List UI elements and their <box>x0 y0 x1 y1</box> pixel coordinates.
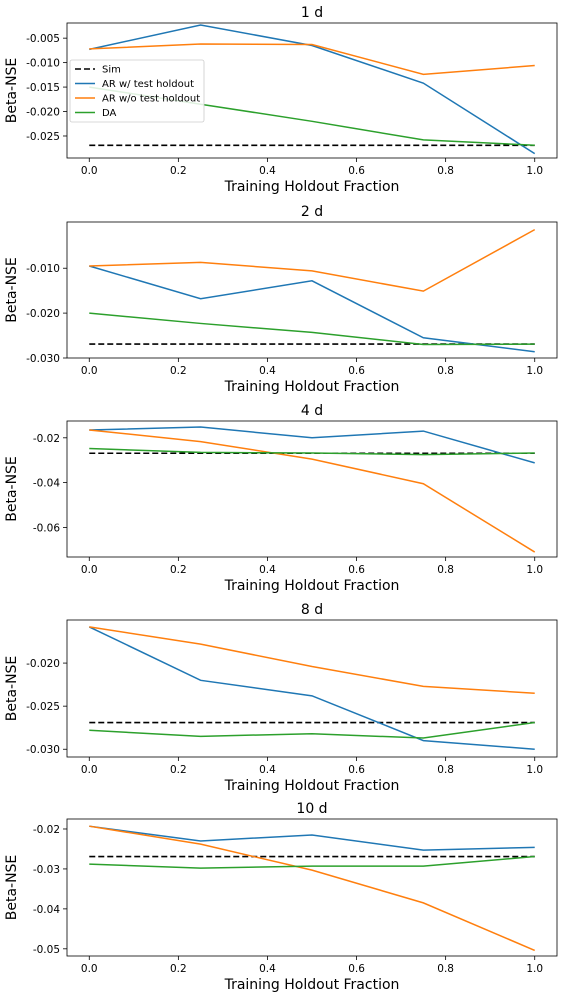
x-tick-label: 0.8 <box>437 963 454 975</box>
axes-frame <box>66 420 558 558</box>
x-tick-label: 0.4 <box>259 963 276 975</box>
x-tick-label: 0.6 <box>348 764 365 776</box>
y-tick-label: -0.02 <box>33 433 60 445</box>
x-tick-label: 0.2 <box>170 963 187 975</box>
legend-entry: AR w/ test holdout <box>102 79 194 90</box>
ar-test-holdout-line <box>88 626 535 750</box>
subplot-title: 10 d <box>296 801 327 817</box>
x-tick-label: 0.0 <box>81 963 98 975</box>
x-axis-label: Training Holdout Fraction <box>224 379 400 395</box>
axes-frame <box>66 818 558 957</box>
subplot-1: 1 d 0.0 0.2 0.4 0.6 0.8 1.0 -0.025 -0.020 -0.015 -… <box>4 5 558 195</box>
ar-no-test-holdout-line <box>89 626 535 694</box>
y-tick-label: -0.010 <box>26 263 60 275</box>
x-tick-label: 0.6 <box>348 564 365 576</box>
y-tick-label: -0.020 <box>26 308 60 320</box>
y-axis-label: Beta-NSE <box>4 855 20 921</box>
subplot-title: 8 d <box>301 602 323 618</box>
legend-entry: Sim <box>102 65 121 76</box>
y-tick-label: -0.025 <box>26 701 60 713</box>
subplot-5: 10 d 0.0 0.2 0.4 0.6 0.8 1.0 -0.05 -0.04 -0.03 -0.… <box>4 801 558 993</box>
y-axis-label: Beta-NSE <box>4 456 20 522</box>
ar-test-holdout-line <box>89 265 535 353</box>
subplot-2: 2 d 0.0 0.2 0.4 0.6 0.8 1.0 -0.030 -0.020 -0.010 T… <box>4 204 558 395</box>
x-tick-label: 1.0 <box>526 963 543 975</box>
x-tick-label: 0.0 <box>81 165 98 177</box>
y-axis-label: Beta-NSE <box>4 58 20 124</box>
ar-test-holdout-line <box>89 426 535 464</box>
ar-no-test-holdout-line <box>89 43 535 76</box>
axes-frame <box>66 221 558 359</box>
x-tick-label: 1.0 <box>526 365 543 377</box>
x-tick-label: 0.0 <box>81 365 98 377</box>
x-tick-label: 0.6 <box>348 365 365 377</box>
y-tick-label: -0.04 <box>33 904 60 916</box>
x-axis-label: Training Holdout Fraction <box>224 179 400 195</box>
x-tick-label: 0.6 <box>348 963 365 975</box>
x-tick-label: 0.0 <box>81 564 98 576</box>
axes-frame <box>66 22 558 159</box>
ar-no-test-holdout-line <box>89 228 536 292</box>
x-tick-label: 0.2 <box>170 165 187 177</box>
x-axis-label: Training Holdout Fraction <box>224 578 400 594</box>
y-tick-label: -0.010 <box>26 58 60 70</box>
x-tick-label: 0.2 <box>170 365 187 377</box>
x-tick-label: 0.8 <box>437 165 454 177</box>
y-tick-label: -0.025 <box>26 131 60 143</box>
ar-no-test-holdout-line <box>89 825 536 952</box>
y-tick-label: -0.03 <box>33 864 60 876</box>
x-tick-label: 0.8 <box>437 764 454 776</box>
x-tick-label: 0.0 <box>81 764 98 776</box>
x-tick-label: 0.4 <box>259 764 276 776</box>
da-line <box>89 312 535 346</box>
x-tick-label: 1.0 <box>526 165 543 177</box>
subplot-title: 4 d <box>301 403 323 419</box>
da-line <box>89 447 535 456</box>
subplot-3: 4 d 0.0 0.2 0.4 0.6 0.8 1.0 -0.06 -0.04 -0.02 Trai… <box>4 403 558 594</box>
y-tick-label: -0.005 <box>26 33 60 45</box>
y-tick-label: -0.04 <box>33 478 60 490</box>
da-line <box>89 855 535 869</box>
x-axis-label: Training Holdout Fraction <box>224 977 400 993</box>
ar-test-holdout-line <box>89 825 535 851</box>
da-line <box>89 721 535 739</box>
legend-entry: DA <box>102 108 117 119</box>
x-tick-label: 0.4 <box>259 564 276 576</box>
subplot-title: 2 d <box>301 204 323 220</box>
legend: Sim AR w/ test holdout AR w/o test holdout… <box>69 59 205 123</box>
y-tick-label: -0.030 <box>26 744 60 756</box>
x-axis-label: Training Holdout Fraction <box>224 778 400 794</box>
y-tick-label: -0.015 <box>26 82 60 94</box>
y-tick-label: -0.02 <box>33 824 60 836</box>
x-tick-label: 0.8 <box>437 365 454 377</box>
x-tick-label: 0.8 <box>437 564 454 576</box>
subplot-4: 8 d 0.0 0.2 0.4 0.6 0.8 1.0 -0.030 -0.025 -0.020 T… <box>4 602 558 794</box>
legend-entry: AR w/o test holdout <box>102 94 200 105</box>
y-tick-label: -0.020 <box>26 107 60 119</box>
y-tick-label: -0.030 <box>26 353 60 365</box>
legend-box <box>69 59 205 123</box>
axes-frame <box>66 619 558 758</box>
y-tick-label: -0.06 <box>33 522 60 534</box>
x-tick-label: 0.6 <box>348 165 365 177</box>
y-axis-label: Beta-NSE <box>4 257 20 323</box>
x-tick-label: 1.0 <box>526 764 543 776</box>
x-tick-label: 0.2 <box>170 764 187 776</box>
x-tick-label: 0.4 <box>259 165 276 177</box>
x-tick-label: 0.4 <box>259 365 276 377</box>
x-tick-label: 0.2 <box>170 564 187 576</box>
y-tick-label: -0.05 <box>33 944 60 956</box>
subplot-title: 1 d <box>301 5 323 21</box>
y-axis-label: Beta-NSE <box>4 656 20 722</box>
ar-test-holdout-line <box>89 24 536 155</box>
y-tick-label: -0.020 <box>26 658 60 670</box>
ar-no-test-holdout-line <box>89 429 536 553</box>
x-tick-label: 1.0 <box>526 564 543 576</box>
